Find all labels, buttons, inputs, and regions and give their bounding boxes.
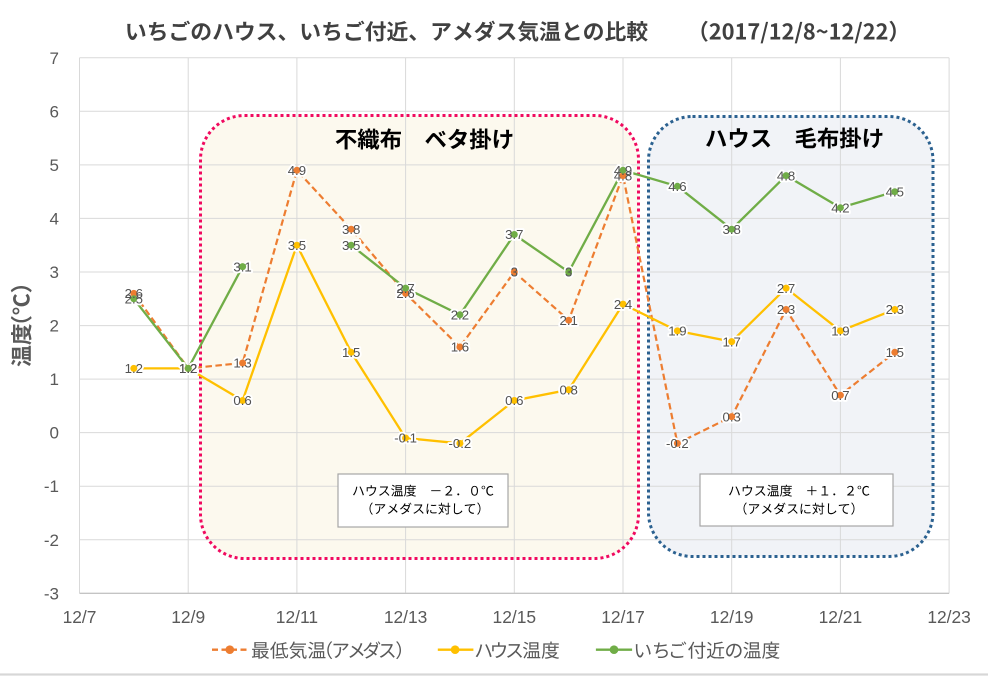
svg-text:7: 7 [50,49,59,68]
svg-text:4.6: 4.6 [668,179,686,194]
svg-text:0.6: 0.6 [233,393,251,408]
svg-text:12/19: 12/19 [710,607,754,627]
svg-text:3: 3 [50,263,59,282]
svg-text:4.9: 4.9 [614,163,632,178]
svg-text:12/13: 12/13 [384,607,428,627]
svg-text:0.7: 0.7 [831,388,849,403]
svg-text:1.6: 1.6 [451,340,469,355]
svg-text:12/21: 12/21 [819,607,863,627]
svg-text:1.9: 1.9 [831,324,849,339]
svg-text:2.4: 2.4 [614,297,632,312]
svg-text:0.8: 0.8 [560,383,578,398]
svg-text:-0.1: -0.1 [394,431,417,446]
svg-text:-1: -1 [44,477,59,496]
svg-text:-0.2: -0.2 [449,436,472,451]
svg-text:3.8: 3.8 [723,222,741,237]
svg-text:6: 6 [50,102,59,121]
svg-text:2.3: 2.3 [777,302,795,317]
svg-text:4.2: 4.2 [831,200,849,215]
svg-text:3.8: 3.8 [342,222,360,237]
svg-text:2.1: 2.1 [560,313,578,328]
svg-text:3.7: 3.7 [505,227,523,242]
svg-text:4: 4 [50,209,59,228]
svg-text:1.7: 1.7 [723,334,741,349]
svg-text:1: 1 [50,370,59,389]
svg-text:4.8: 4.8 [614,168,632,183]
svg-text:2.7: 2.7 [396,281,414,296]
svg-text:2.6: 2.6 [125,286,143,301]
svg-text:12/7: 12/7 [63,607,97,627]
svg-text:2.5: 2.5 [125,292,143,307]
svg-text:3.5: 3.5 [288,238,306,253]
svg-text:4.8: 4.8 [777,168,795,183]
svg-text:2.3: 2.3 [886,302,904,317]
svg-text:1.2: 1.2 [179,361,197,376]
svg-text:3: 3 [511,265,518,280]
svg-text:3.5: 3.5 [342,238,360,253]
svg-text:12/23: 12/23 [927,607,971,627]
svg-text:2.7: 2.7 [777,281,795,296]
svg-text:12/15: 12/15 [493,607,537,627]
svg-text:1.5: 1.5 [886,345,904,360]
svg-text:1.3: 1.3 [233,356,251,371]
svg-text:4.5: 4.5 [886,184,904,199]
svg-text:1.2: 1.2 [179,361,197,376]
svg-text:1.9: 1.9 [668,324,686,339]
svg-text:1.2: 1.2 [179,361,197,376]
svg-text:-0.2: -0.2 [666,436,689,451]
svg-text:0: 0 [50,424,59,443]
svg-text:2.2: 2.2 [451,308,469,323]
svg-text:2: 2 [50,317,59,336]
svg-text:12/11: 12/11 [276,607,318,627]
svg-text:0.6: 0.6 [505,393,523,408]
svg-text:-2: -2 [44,531,59,550]
svg-text:3: 3 [565,265,572,280]
svg-text:3.1: 3.1 [233,259,251,274]
svg-text:4.9: 4.9 [288,163,306,178]
svg-text:12/9: 12/9 [171,607,205,627]
svg-text:2.6: 2.6 [396,286,414,301]
svg-text:1.5: 1.5 [342,345,360,360]
svg-text:5: 5 [50,156,59,175]
svg-text:12/17: 12/17 [601,607,645,627]
svg-text:1.2: 1.2 [125,361,143,376]
svg-text:-3: -3 [44,584,59,603]
svg-text:0.3: 0.3 [723,409,741,424]
